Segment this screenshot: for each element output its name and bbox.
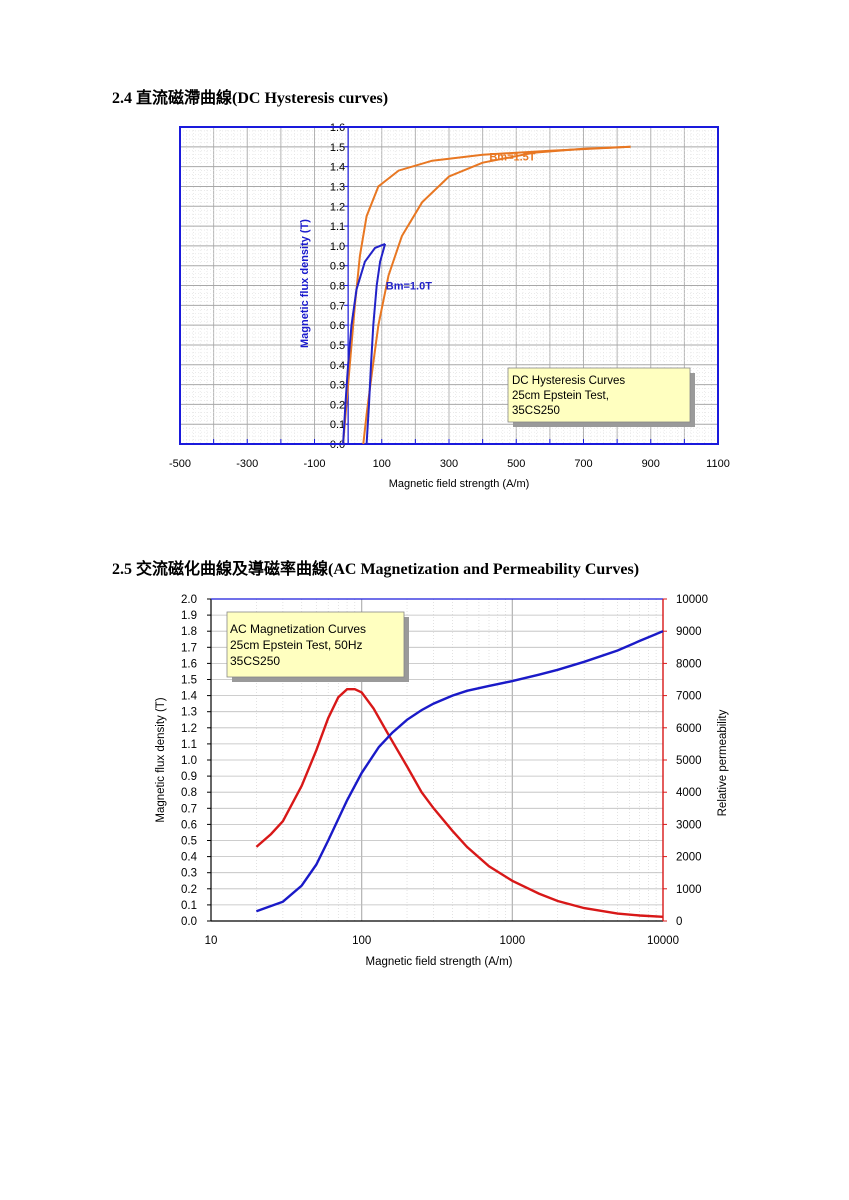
bm10-lower-branch xyxy=(365,243,387,445)
y-tick-label: 1.0 xyxy=(181,755,197,767)
y-tick-label: 0.1 xyxy=(181,900,197,912)
y-tick-label: 0.7 xyxy=(330,300,345,312)
x-tick-label: 300 xyxy=(440,458,458,470)
bm10-label: Bm=1.0T xyxy=(386,280,432,292)
y-tick-label: 0.3 xyxy=(181,868,197,880)
section-heading-ac-magnetization: 2.5 交流磁化曲線及導磁率曲線(AC Magnetization and Pe… xyxy=(112,561,640,578)
y-tick-label: 1.4 xyxy=(330,162,345,174)
y-tick-label: 0.4 xyxy=(181,852,198,864)
y-tick-label: 0.8 xyxy=(330,281,345,293)
y2-tick-label: 9000 xyxy=(676,626,702,638)
note-line: 35CS250 xyxy=(512,405,560,417)
y-tick-label: 1.5 xyxy=(330,142,345,154)
y-tick-label: 1.1 xyxy=(330,221,345,233)
y-tick-label: 1.8 xyxy=(181,626,197,638)
y-tick-label: 1.1 xyxy=(181,739,197,751)
y-tick-label: 0.4 xyxy=(330,360,345,372)
x-tick-label: 100 xyxy=(373,458,391,470)
y-tick-label: 1.0 xyxy=(330,241,345,253)
x-axis-title: Magnetic field strength (A/m) xyxy=(365,956,512,968)
x-tick-label: 1100 xyxy=(706,458,730,470)
y-tick-label: 0.9 xyxy=(181,771,197,783)
x-tick-label: -100 xyxy=(303,458,325,470)
y2-tick-label: 1000 xyxy=(676,884,702,896)
x-tick-label: -500 xyxy=(169,458,191,470)
y-tick-label: 1.9 xyxy=(181,610,197,622)
y-tick-label: 1.2 xyxy=(330,201,345,213)
note-line: 35CS250 xyxy=(230,654,280,668)
y2-tick-label: 5000 xyxy=(676,755,702,767)
permeability-curve xyxy=(255,688,664,918)
y-tick-label: 0.5 xyxy=(330,340,345,352)
y-tick-label: 1.3 xyxy=(181,707,197,719)
note-box xyxy=(226,611,405,678)
x-tick-label: 500 xyxy=(507,458,525,470)
y-tick-label: 0.0 xyxy=(181,916,197,928)
x-tick-label: 1000 xyxy=(500,935,526,947)
y2-tick-label: 8000 xyxy=(676,658,702,670)
y-tick-label: 2.0 xyxy=(181,594,197,606)
x-tick-label: 100 xyxy=(352,935,371,947)
note-box xyxy=(507,367,691,423)
section-heading-dc-hysteresis: 2.4 直流磁滯曲線(DC Hysteresis curves) xyxy=(112,90,389,107)
y-tick-label: 0.2 xyxy=(330,399,345,411)
y-tick-label: 1.7 xyxy=(181,642,197,654)
y-tick-label: 0.9 xyxy=(330,261,345,273)
note-line: 25cm Epstein Test, xyxy=(512,390,609,402)
bm15-upper-branch xyxy=(342,145,631,445)
y-tick-label: 0.1 xyxy=(330,419,345,431)
y-tick-label: 1.4 xyxy=(181,691,198,703)
note-line: DC Hysteresis Curves xyxy=(512,375,625,387)
y-tick-label: 1.5 xyxy=(181,675,197,687)
y2-tick-label: 0 xyxy=(676,916,682,928)
y-axis-title: Magnetic flux density (T) xyxy=(299,219,311,348)
y-tick-label: 0.8 xyxy=(181,787,197,799)
y-tick-label: 0.7 xyxy=(181,803,197,815)
y2-axis-title: Relative permeability xyxy=(717,709,729,816)
y-tick-label: 0.3 xyxy=(330,380,345,392)
y-tick-label: 0.6 xyxy=(181,819,197,831)
y2-tick-label: 6000 xyxy=(676,723,702,735)
plot-frame xyxy=(179,126,719,445)
dc-hysteresis-chart: 0.00.10.20.30.40.50.60.70.80.91.01.11.21… xyxy=(169,122,730,490)
y2-tick-label: 4000 xyxy=(676,787,702,799)
x-tick-label: 700 xyxy=(574,458,592,470)
x-tick-label: 900 xyxy=(642,458,660,470)
y2-tick-label: 3000 xyxy=(676,819,702,831)
bm10-upper-branch xyxy=(342,242,386,445)
x-tick-label: 10000 xyxy=(647,935,679,947)
y2-tick-label: 7000 xyxy=(676,691,702,703)
note-line: 25cm Epstein Test, 50Hz xyxy=(230,638,363,652)
y-tick-label: 1.6 xyxy=(181,658,197,670)
x-axis-title: Magnetic field strength (A/m) xyxy=(389,478,530,490)
y-tick-label: 0.2 xyxy=(181,884,197,896)
y-axis-title: Magnetic flux density (T) xyxy=(155,697,167,822)
y-tick-label: 0.5 xyxy=(181,836,197,848)
note-line: AC Magnetization Curves xyxy=(230,622,366,636)
x-tick-label: 10 xyxy=(205,935,218,947)
y2-tick-label: 2000 xyxy=(676,852,702,864)
y-tick-label: 0.6 xyxy=(330,320,345,332)
y2-tick-label: 10000 xyxy=(676,594,708,606)
x-tick-label: -300 xyxy=(236,458,258,470)
magnetization-curve xyxy=(255,630,664,913)
y-tick-label: 1.2 xyxy=(181,723,197,735)
bm15-label: Bm=1.5T xyxy=(489,152,535,164)
y-tick-label: 1.3 xyxy=(330,181,345,193)
